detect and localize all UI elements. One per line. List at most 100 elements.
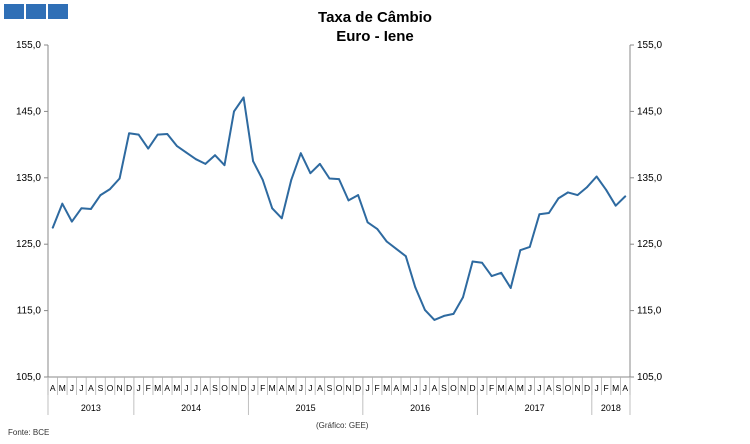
data-point	[347, 199, 350, 202]
x-tick-label: J	[308, 383, 312, 393]
x-tick-label: A	[508, 383, 514, 393]
data-point	[175, 145, 178, 147]
data-point	[242, 96, 245, 99]
x-tick-label: F	[489, 383, 494, 393]
x-tick-label: M	[288, 383, 295, 393]
x-tick-label: J	[299, 383, 303, 393]
x-tick-label: O	[450, 383, 457, 393]
data-point	[557, 197, 560, 200]
y-tick-label-right: 145,0	[637, 106, 662, 117]
x-tick-label: O	[565, 383, 572, 393]
y-tick-label-left: 155,0	[16, 40, 41, 51]
data-point	[605, 188, 608, 191]
data-point	[214, 154, 216, 157]
data-point	[128, 132, 130, 135]
y-tick-label-right: 125,0	[637, 239, 662, 250]
x-tick-label: D	[241, 383, 247, 393]
y-tick-label-left: 115,0	[17, 306, 42, 317]
x-tick-label: A	[546, 383, 552, 393]
logo-square	[4, 4, 24, 19]
x-tick-label: O	[336, 383, 343, 393]
x-tick-label: A	[393, 383, 399, 393]
data-point	[624, 195, 627, 198]
data-point	[271, 207, 274, 210]
data-point	[261, 178, 264, 181]
data-point	[414, 286, 417, 289]
data-point	[204, 162, 207, 165]
data-point	[538, 213, 541, 216]
chart-title: Taxa de Câmbio Euro - Iene	[0, 8, 750, 46]
data-point	[51, 226, 54, 229]
x-tick-label: J	[194, 383, 198, 393]
x-tick-label: A	[279, 383, 285, 393]
x-tick-label: J	[594, 383, 598, 393]
y-tick-label-left: 105,0	[16, 372, 41, 383]
data-point	[156, 133, 159, 136]
x-tick-label: N	[345, 383, 351, 393]
x-tick-label: A	[50, 383, 56, 393]
x-tick-label: M	[498, 383, 505, 393]
x-tick-label: J	[423, 383, 427, 393]
year-label: 2018	[601, 403, 621, 413]
x-tick-label: S	[327, 383, 333, 393]
x-tick-label: D	[470, 383, 476, 393]
data-point	[194, 158, 197, 161]
x-tick-label: S	[212, 383, 218, 393]
x-tick-label: M	[59, 383, 66, 393]
data-point	[290, 178, 293, 181]
data-point	[70, 220, 73, 223]
x-tick-label: J	[528, 383, 532, 393]
data-point	[338, 178, 340, 181]
data-point	[576, 194, 579, 196]
x-tick-label: J	[251, 383, 255, 393]
x-tick-label: D	[126, 383, 132, 393]
x-tick-label: F	[604, 383, 609, 393]
data-point	[528, 245, 531, 248]
x-tick-label: A	[203, 383, 209, 393]
x-tick-label: F	[146, 383, 151, 393]
data-point	[166, 133, 169, 135]
data-point	[423, 309, 426, 311]
data-point	[357, 194, 359, 196]
data-point	[299, 152, 302, 155]
data-point	[404, 255, 407, 258]
data-point	[233, 110, 235, 113]
x-tick-label: M	[173, 383, 180, 393]
data-point	[481, 261, 484, 264]
data-point	[309, 172, 312, 175]
data-point	[509, 287, 512, 289]
data-point	[595, 175, 598, 178]
data-point	[137, 133, 140, 136]
data-point	[462, 296, 464, 299]
x-tick-label: A	[317, 383, 323, 393]
data-point	[328, 177, 331, 180]
data-point	[319, 162, 321, 165]
x-tick-label: S	[556, 383, 562, 393]
x-tick-label: J	[79, 383, 83, 393]
data-point	[519, 249, 522, 252]
data-point	[185, 151, 188, 154]
x-tick-label: N	[574, 383, 580, 393]
data-point	[614, 204, 617, 207]
data-point	[471, 260, 474, 263]
data-point	[490, 275, 493, 277]
x-tick-label: J	[70, 383, 74, 393]
year-label: 2015	[296, 403, 316, 413]
data-point	[376, 228, 379, 230]
x-tick-label: N	[116, 383, 122, 393]
x-tick-label: M	[402, 383, 409, 393]
chart-title-line-1: Taxa de Câmbio	[318, 9, 432, 26]
x-tick-label: J	[480, 383, 484, 393]
logo-square	[48, 4, 68, 19]
y-tick-label-left: 145,0	[16, 106, 41, 117]
chart-title-line-2: Euro - Iene	[336, 28, 414, 45]
year-label: 2014	[181, 403, 201, 413]
data-point	[99, 194, 102, 196]
data-point	[452, 313, 455, 315]
credit-note: (Gráfico: GEE)	[316, 421, 369, 430]
data-point	[118, 177, 121, 180]
y-tick-label-right: 105,0	[637, 372, 662, 383]
data-point	[61, 202, 64, 205]
x-tick-label: J	[537, 383, 541, 393]
